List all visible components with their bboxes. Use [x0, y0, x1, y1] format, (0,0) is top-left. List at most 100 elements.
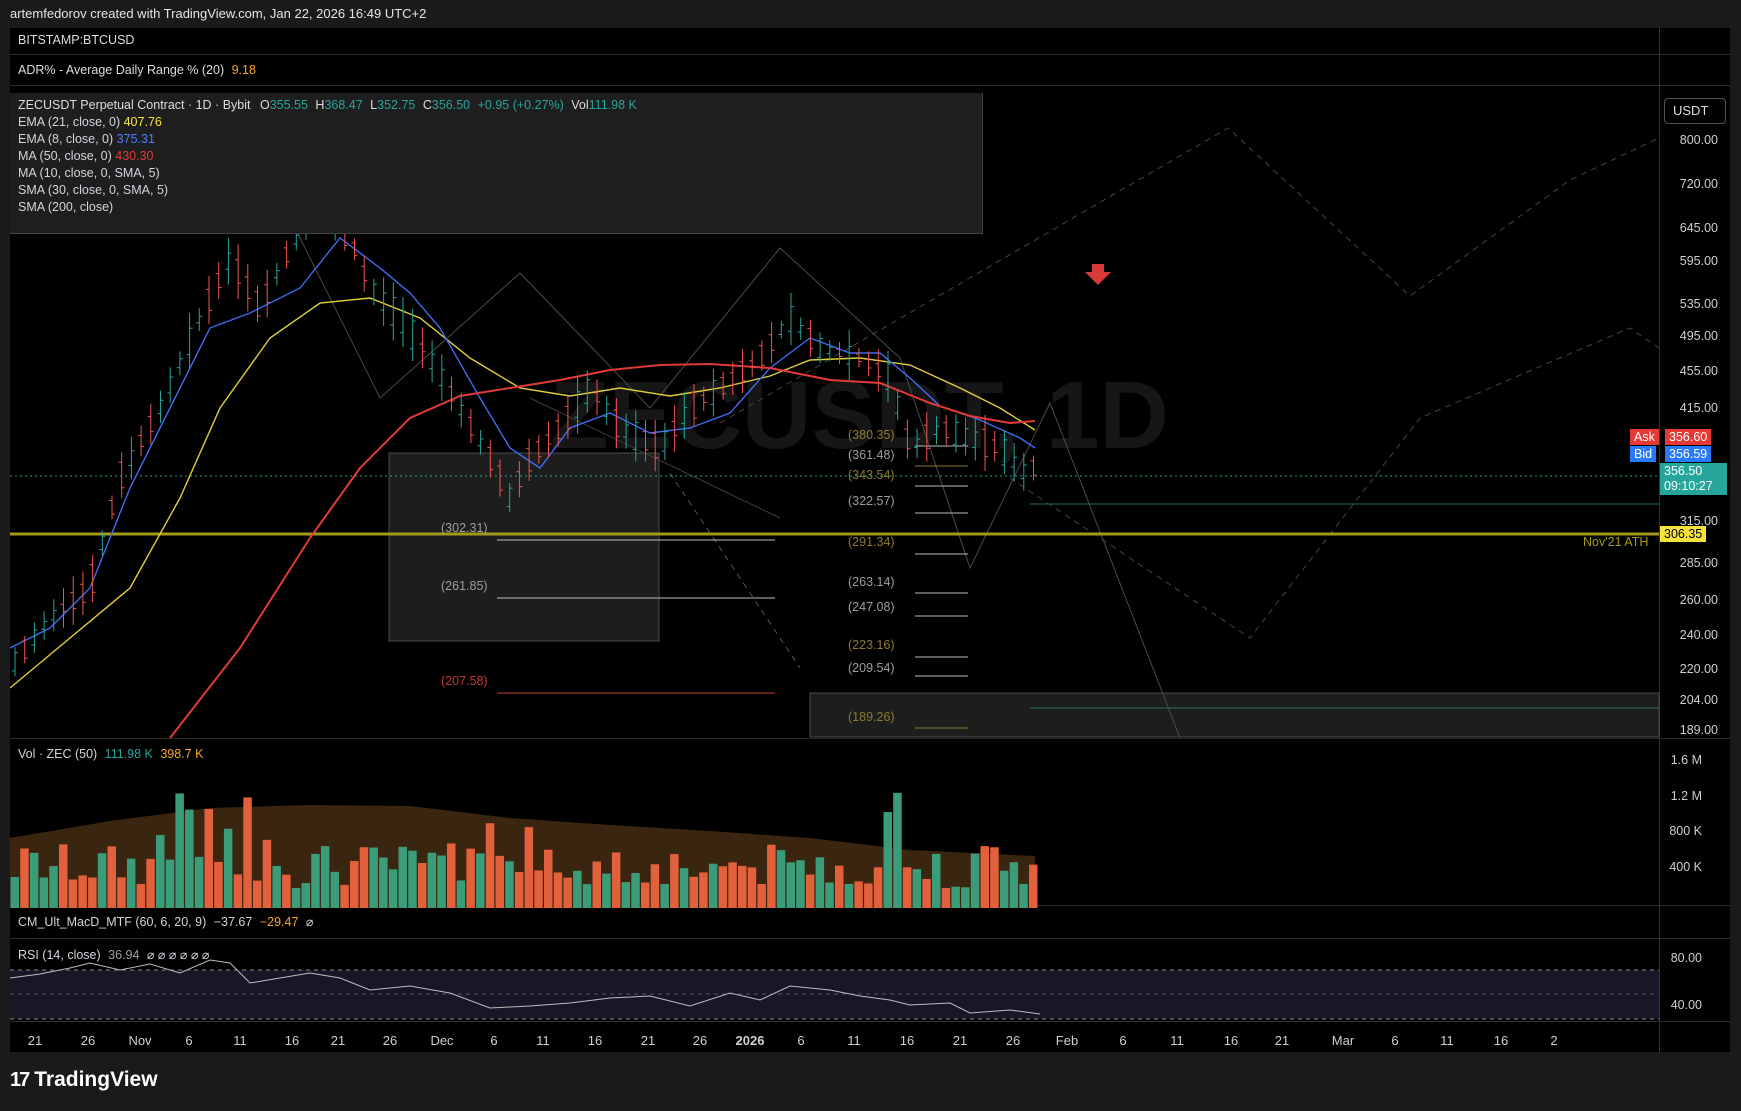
indicator-ma50[interactable]: MA (50, close, 0) 430.30: [18, 149, 154, 163]
indicator-sma30[interactable]: SMA (30, close, 0, SMA, 5): [18, 183, 168, 197]
watermark: ZECUSDT, 1D: [550, 362, 1169, 469]
volume-legend[interactable]: Vol · ZEC (50) 111.98 K 398.7 K: [18, 747, 203, 761]
indicator-value: 430.30: [115, 149, 154, 163]
currency-button[interactable]: USDT: [1664, 98, 1726, 124]
macd-signal-value: −29.47: [259, 915, 299, 929]
ohlc-change: +0.95 (+0.27%): [477, 98, 564, 112]
ask-tag: Ask: [1630, 429, 1659, 445]
time-axis-label: 26: [692, 1033, 708, 1048]
legend-panel: [10, 93, 983, 234]
ema21-line: [10, 297, 1036, 689]
volume-bar: [728, 862, 737, 908]
time-axis-label: 26: [1005, 1033, 1021, 1048]
rsi-legend[interactable]: RSI (14, close) 36.94 ⌀ ⌀ ⌀ ⌀ ⌀ ⌀: [18, 947, 209, 962]
volume-bar: [825, 882, 834, 908]
time-axis-label: 2: [1550, 1033, 1558, 1048]
tradingview-icon: 17: [10, 1069, 30, 1091]
ohlc-low-label: L: [370, 98, 378, 112]
time-axis-label: 6: [1391, 1033, 1399, 1048]
volume-bar: [330, 871, 340, 908]
volume-axis-label: 400 K: [1669, 860, 1702, 874]
volume-bar: [320, 846, 330, 908]
volume-bar: [350, 860, 359, 908]
price-axis-label: 595.00: [1679, 254, 1718, 268]
indicator-ma10[interactable]: MA (10, close, 0, SMA, 5): [18, 166, 160, 180]
volume-bar: [485, 823, 495, 908]
price-axis-divider: [1659, 28, 1660, 1052]
volume-ma-value: 398.7 K: [160, 747, 204, 761]
volume-bar: [291, 887, 301, 908]
time-axis-label: 11: [1440, 1033, 1454, 1048]
indicator-ema8[interactable]: EMA (8, close, 0) 375.31: [18, 132, 155, 146]
volume-bar: [311, 853, 320, 908]
compare-symbol-label[interactable]: BITSTAMP:BTCUSD: [18, 33, 135, 47]
volume-bar: [282, 874, 291, 908]
volume-bar: [1009, 862, 1019, 908]
time-axis-label: 6: [797, 1033, 805, 1048]
ohlc-close: 356.50: [431, 98, 471, 112]
ohlc-open: 355.55: [269, 98, 308, 112]
volume-bar: [59, 844, 68, 908]
volume-bar: [117, 877, 126, 908]
volume-bar: [699, 872, 708, 908]
chart-frame[interactable]: ZECUSDT, 1D: [10, 28, 1730, 1052]
bar-countdown: 09:10:27: [1664, 479, 1713, 493]
volume-bar: [941, 887, 951, 908]
volume-bar: [233, 874, 243, 908]
fib-label: (209.54): [848, 661, 895, 675]
indicator-ema21[interactable]: EMA (21, close, 0) 407.76: [18, 115, 162, 129]
volume-bar: [602, 873, 611, 908]
tradingview-logo[interactable]: 17 TradingView: [10, 1068, 158, 1092]
bid-value: 356.59: [1665, 446, 1712, 462]
ohlc-high: 368.47: [324, 98, 363, 112]
chart-credit: artemfedorov created with TradingView.co…: [10, 6, 427, 21]
price-axis-label: 645.00: [1679, 221, 1718, 235]
price-axis-label: 189.00: [1679, 723, 1718, 737]
chart-canvas[interactable]: ZECUSDT, 1D: [10, 28, 1730, 1052]
volume-bar: [39, 877, 49, 908]
volume-bar: [631, 872, 640, 908]
time-axis-label: 21: [952, 1033, 968, 1048]
divider: [10, 1021, 1730, 1022]
volume-bar: [253, 880, 262, 908]
macd-legend[interactable]: CM_Ult_MacD_MTF (60, 6, 20, 9) −37.67 −2…: [18, 914, 313, 929]
volume-bar: [767, 844, 776, 908]
last-price: 356.50: [1664, 464, 1703, 478]
last-price-tag: 356.50 09:10:27: [1660, 463, 1727, 495]
time-axis-label: 26: [80, 1033, 96, 1048]
volume-bars-group: [10, 792, 1038, 908]
time-axis-label: 11: [847, 1033, 861, 1048]
main-series-legend[interactable]: ZECUSDT Perpetual Contract · 1D · Bybit …: [18, 98, 637, 112]
volume-bar: [563, 877, 572, 908]
volume-bar: [990, 847, 999, 908]
fib-label: (189.26): [848, 710, 895, 724]
time-axis-label: 6: [490, 1033, 498, 1048]
volume-bar: [912, 869, 922, 908]
volume-bar: [835, 865, 844, 908]
rsi-label: RSI (14, close): [18, 948, 101, 962]
volume-bar: [641, 882, 650, 908]
price-axis-label: 495.00: [1679, 329, 1718, 343]
volume-bar: [165, 859, 175, 908]
adr-legend[interactable]: ADR% - Average Daily Range % (20) 9.18: [18, 63, 256, 77]
volume-bar: [476, 853, 485, 908]
volume-bar: [970, 853, 980, 908]
macd-value: −37.67: [213, 915, 253, 929]
time-axis-label: 2026: [735, 1033, 765, 1048]
ask-value: 356.60: [1665, 429, 1712, 445]
ema8-line: [10, 237, 1036, 649]
bid-label: Bid: [1634, 447, 1653, 461]
time-axis-label: Feb: [1055, 1033, 1079, 1048]
indicator-sma200[interactable]: SMA (200, close): [18, 200, 113, 214]
volume-bar: [718, 866, 728, 908]
fib-label: (291.34): [848, 535, 895, 549]
ath-label: Nov'21 ATH: [1583, 535, 1649, 549]
volume-bar: [398, 846, 407, 908]
indicator-label: SMA (200, close): [18, 200, 114, 214]
price-axis-label: 535.00: [1679, 297, 1718, 311]
time-axis-label: 6: [1119, 1033, 1127, 1048]
time-axis-label: Nov: [128, 1033, 152, 1048]
volume-bar: [679, 868, 689, 908]
volume-bar: [776, 850, 786, 908]
volume-bar: [194, 856, 204, 908]
